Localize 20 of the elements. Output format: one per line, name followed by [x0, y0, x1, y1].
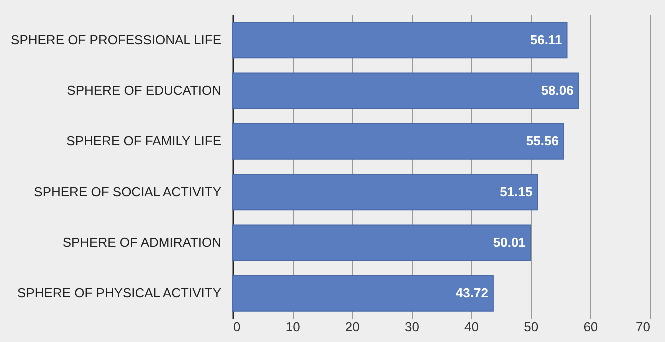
data-label: 55.56 — [526, 134, 559, 149]
x-tick-label: 20 — [345, 320, 360, 334]
data-label: 50.01 — [493, 235, 526, 250]
x-tick-label: 10 — [286, 320, 300, 334]
x-tick-label: 60 — [584, 320, 598, 334]
x-tick-label: 50 — [524, 320, 539, 334]
data-label: 58.06 — [541, 83, 574, 98]
x-tick-label: 0 — [234, 320, 241, 334]
y-tick-label: SPHERE OF SOCIAL ACTIVITY — [34, 184, 222, 200]
data-label: 43.72 — [456, 286, 488, 301]
y-tick-label: SPHERE OF ADMIRATION — [62, 235, 222, 250]
y-tick-label: SPHERE OF EDUCATION — [67, 83, 222, 98]
y-tick-label: SPHERE OF PHYSICAL ACTIVITY — [18, 286, 222, 301]
x-tick-label: 40 — [464, 320, 480, 334]
data-label: 51.15 — [500, 184, 533, 200]
y-tick-label: SPHERE OF PROFESSIONAL LIFE — [11, 32, 222, 48]
y-tick-label: SPHERE OF FAMILY LIFE — [66, 134, 222, 149]
data-label: 56.11 — [530, 32, 562, 48]
x-tick-label: 30 — [404, 320, 420, 334]
x-tick-label: 70 — [636, 320, 650, 334]
